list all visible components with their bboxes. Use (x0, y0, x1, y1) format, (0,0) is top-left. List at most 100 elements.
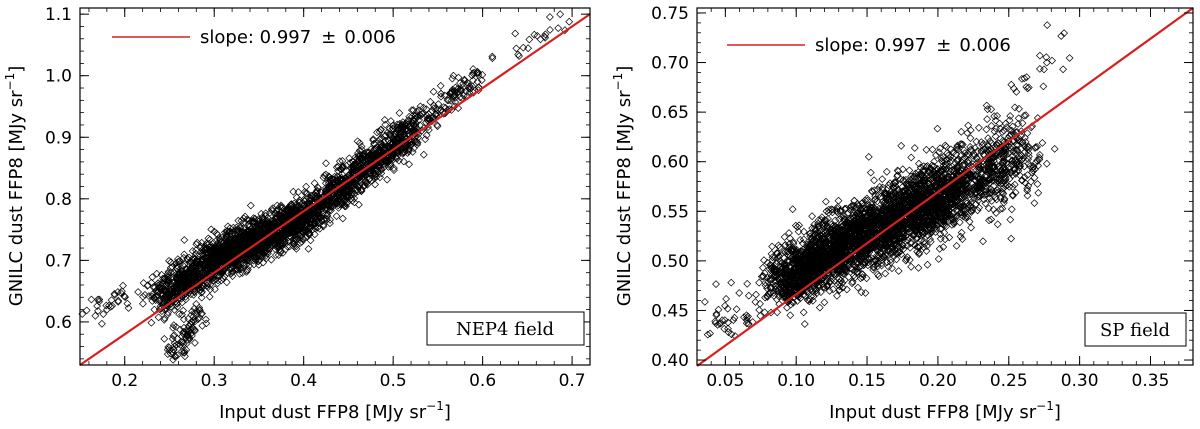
data-point (280, 230, 288, 239)
data-point (285, 242, 294, 251)
data-point (218, 233, 226, 242)
data-point (191, 339, 199, 347)
data-point (200, 263, 209, 272)
data-point (238, 269, 247, 277)
data-point (305, 230, 314, 239)
data-point (243, 228, 252, 236)
data-point (752, 290, 760, 299)
y-ticks: 0.60.70.80.91.01.1 (45, 5, 590, 360)
data-point (258, 231, 266, 239)
data-point (236, 224, 245, 233)
data-point (192, 265, 200, 273)
data-point (189, 253, 198, 262)
data-point (155, 297, 164, 306)
data-point (743, 279, 752, 288)
data-point (91, 311, 100, 320)
x-tick-label: 0.4 (290, 371, 317, 391)
data-point (262, 254, 271, 263)
data-point (288, 227, 297, 236)
data-point (285, 221, 294, 229)
data-point (205, 292, 214, 301)
data-point (239, 254, 248, 263)
data-point (223, 227, 232, 235)
data-point (313, 186, 321, 195)
data-point (294, 219, 303, 228)
data-point (229, 248, 238, 257)
data-point (245, 223, 254, 231)
data-point (205, 246, 214, 255)
data-point (355, 200, 363, 209)
data-point (815, 303, 824, 312)
data-point (217, 248, 226, 256)
data-point (250, 229, 259, 238)
legend-label: slope: 0.997 ±0.006 (200, 27, 396, 48)
data-point (727, 278, 736, 287)
data-point (245, 257, 253, 265)
data-point (164, 277, 173, 286)
data-point (247, 217, 256, 225)
data-point (209, 263, 218, 272)
data-point (268, 207, 276, 215)
data-point (267, 255, 276, 264)
data-point (799, 308, 808, 317)
data-point (167, 303, 176, 312)
data-point (205, 260, 214, 269)
data-point (212, 229, 221, 238)
data-point (289, 187, 298, 196)
data-point (271, 235, 280, 244)
data-point (167, 258, 175, 267)
x-tick-label: 0.2 (111, 371, 138, 391)
data-point (256, 251, 265, 259)
data-point (277, 203, 286, 211)
data-point (302, 182, 310, 191)
data-point (154, 288, 162, 296)
data-point (310, 230, 319, 239)
y-axis-label: GNILC dust FFP8 [MJy sr−1] (3, 66, 27, 307)
data-point (233, 257, 242, 266)
data-point (167, 290, 176, 299)
data-point (288, 221, 297, 229)
data-point (225, 235, 233, 244)
x-axis-label: Input dust FFP8 [MJy sr−1] (219, 399, 451, 423)
data-point (242, 240, 251, 248)
y-tick-label: 0.6 (45, 313, 72, 333)
data-point (191, 263, 199, 272)
data-point (170, 283, 179, 292)
data-point (190, 262, 199, 271)
data-point (556, 10, 565, 19)
data-point (800, 320, 809, 328)
x-tick-label: 0.5 (380, 371, 407, 391)
data-point (383, 175, 391, 184)
data-point (249, 214, 258, 223)
data-point (241, 212, 249, 221)
data-point (274, 234, 283, 243)
data-point (217, 258, 225, 266)
data-point (154, 281, 162, 290)
data-point (173, 270, 182, 279)
y-tick-label: 0.8 (45, 190, 72, 210)
data-point (243, 266, 252, 275)
data-point (262, 238, 271, 246)
data-point (183, 255, 192, 264)
data-point (176, 277, 184, 286)
data-point (180, 270, 188, 278)
data-point (178, 271, 187, 280)
data-point (160, 294, 169, 303)
data-point (209, 276, 218, 285)
data-point (287, 200, 296, 209)
data-point (255, 220, 263, 229)
data-point (244, 251, 253, 260)
data-point (183, 265, 192, 274)
data-point (822, 197, 830, 206)
data-point (197, 293, 206, 302)
data-point (210, 262, 218, 270)
data-point (381, 120, 390, 129)
data-point (256, 231, 264, 240)
data-point (273, 233, 282, 242)
data-point (174, 257, 183, 266)
data-point (390, 164, 398, 172)
data-point (275, 210, 283, 219)
data-point (744, 291, 753, 300)
field-label: NEP4 field (456, 319, 554, 340)
data-point (164, 268, 173, 276)
